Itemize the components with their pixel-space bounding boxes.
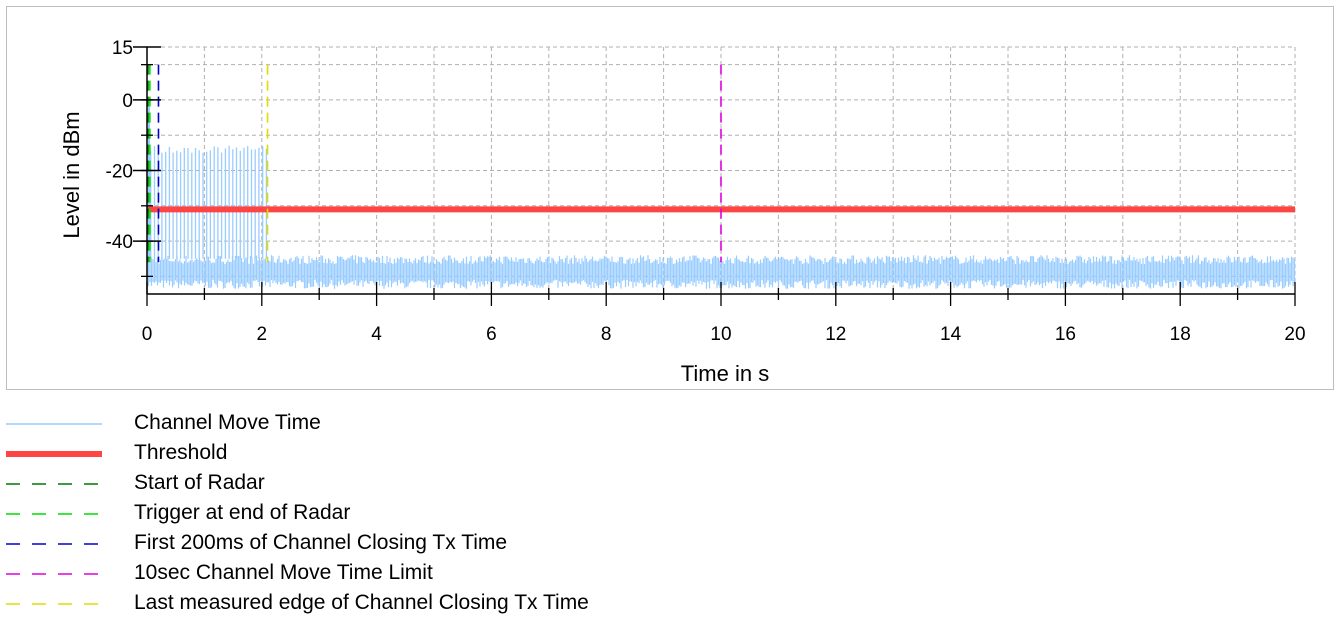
x-tick-label: 20 bbox=[1284, 324, 1305, 345]
legend-swatch bbox=[6, 451, 102, 457]
x-tick-label: 18 bbox=[1170, 324, 1191, 345]
axes bbox=[133, 46, 1296, 306]
legend-label: Channel Move Time bbox=[134, 411, 321, 434]
legend-item: Trigger at end of Radar bbox=[0, 500, 800, 530]
chart-frame: 0 2 4 6 8 10 12 14 16 18 20 15 0 -20 -40 Time in s Lev… bbox=[6, 6, 1334, 390]
channel-move-time-bursts bbox=[146, 145, 268, 259]
x-tick-label: 4 bbox=[371, 324, 382, 345]
legend-item: 10sec Channel Move Time Limit bbox=[0, 560, 800, 590]
x-axis-title: Time in s bbox=[681, 361, 769, 386]
legend-swatch bbox=[6, 513, 102, 515]
y-tick-label: -20 bbox=[106, 162, 133, 183]
legend-label: Trigger at end of Radar bbox=[134, 501, 351, 524]
legend-swatch bbox=[6, 423, 102, 425]
legend-item: Channel Move Time bbox=[0, 410, 800, 440]
y-axis-title: Level in dBm bbox=[59, 111, 84, 238]
x-tick-label: 6 bbox=[486, 324, 497, 345]
legend-label: Threshold bbox=[134, 441, 228, 464]
x-tick-label: 12 bbox=[825, 324, 846, 345]
legend-label: 10sec Channel Move Time Limit bbox=[134, 561, 433, 584]
x-tick-label: 8 bbox=[601, 324, 612, 345]
legend-swatch bbox=[6, 603, 102, 605]
y-tick-label: -40 bbox=[106, 232, 133, 253]
legend-swatch bbox=[6, 543, 102, 545]
x-tick-label: 2 bbox=[257, 324, 268, 345]
tick-labels: 0 2 4 6 8 10 12 14 16 18 20 15 0 -20 -40 bbox=[106, 38, 1306, 345]
legend: Channel Move Time Threshold Start of Radar… bbox=[0, 410, 800, 620]
legend-swatch bbox=[6, 573, 102, 575]
y-tick-label: 15 bbox=[112, 38, 133, 59]
chart-plot: 0 2 4 6 8 10 12 14 16 18 20 15 0 -20 -40 Time in s Lev… bbox=[59, 38, 1306, 386]
marker-layer bbox=[147, 64, 1295, 263]
x-tick-label: 16 bbox=[1055, 324, 1076, 345]
legend-item: First 200ms of Channel Closing Tx Time bbox=[0, 530, 800, 560]
legend-item: Threshold bbox=[0, 440, 800, 470]
x-tick-label: 0 bbox=[142, 324, 153, 345]
legend-item: Start of Radar bbox=[0, 470, 800, 500]
legend-swatch bbox=[6, 483, 102, 485]
y-tick-label: 0 bbox=[122, 91, 133, 112]
x-tick-label: 14 bbox=[940, 324, 962, 345]
legend-label: Last measured edge of Channel Closing Tx… bbox=[134, 591, 589, 614]
legend-label: Start of Radar bbox=[134, 471, 265, 494]
legend-item: Last measured edge of Channel Closing Tx… bbox=[0, 590, 800, 620]
legend-label: First 200ms of Channel Closing Tx Time bbox=[134, 531, 508, 554]
x-tick-label: 10 bbox=[710, 324, 731, 345]
